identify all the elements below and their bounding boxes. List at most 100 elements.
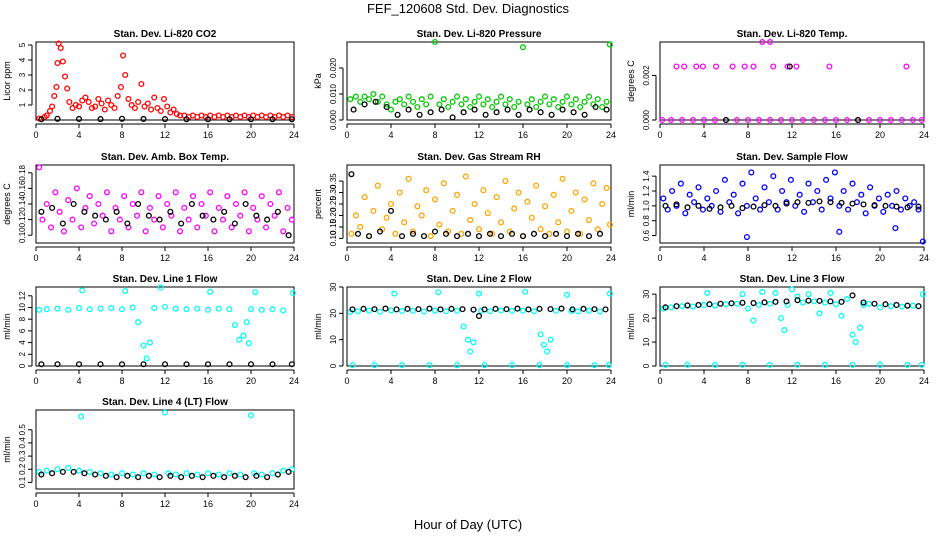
data-point [435,289,442,296]
data-point [816,297,823,304]
x-tick-label: 16 [831,376,841,386]
chart-panel-3: Stan. Dev. Li-820 Temp. degrees C 0 4 8 12 16 2… [626,29,929,140]
x-tick-label: 4 [76,253,81,263]
data-point [537,226,544,233]
y-tick-label: 0.35 [329,173,338,189]
y-tick-label: 2 [18,87,27,92]
chart-title: Stan. Dev. Amb. Box Temp. [101,152,229,163]
y-tick-label: 20 [329,308,338,317]
data-point [585,233,593,240]
x-tick-label: 24 [606,376,616,386]
data-point [125,95,132,103]
y-tick-label: 10 [18,302,27,311]
data-point [36,306,43,313]
data-point [750,299,757,307]
data-point [361,101,368,108]
data-point [827,199,834,206]
data-point [449,207,456,214]
chart-title: Stan. Dev. Li-820 Temp. [737,29,848,40]
data-point [606,41,613,48]
data-point [113,474,120,481]
data-point [739,291,746,298]
data-point [603,106,610,113]
data-point [348,171,355,178]
x-tick-label: 24 [289,130,299,140]
data-point [284,204,291,211]
series-1 [659,38,925,124]
data-point [436,221,443,228]
data-point [744,305,752,312]
chart-panel-9: Stan. Dev. Line 3 Flow ml/min 0 4 8 12 16 20 24 0… [626,274,929,386]
plot-frame [346,286,612,367]
data-point [82,94,89,101]
x-tick-label: 0 [33,130,38,140]
data-point [215,204,222,211]
data-point [122,71,129,79]
data-point [528,214,535,221]
data-point [39,216,46,223]
data-point [280,228,287,235]
data-point [135,319,142,326]
data-point [427,109,434,116]
data-point [108,228,115,235]
data-point [349,306,356,313]
data-point [357,223,364,230]
y-tick-label: 30 [329,282,338,291]
x-tick-label: 0 [33,253,38,263]
data-point [770,63,777,70]
data-point [882,301,889,308]
data-point [519,307,527,314]
data-point [383,101,390,108]
x-tick-label: 20 [875,130,885,140]
data-point [838,199,845,206]
data-point [252,289,259,296]
data-point [695,202,702,209]
y-tick-label: 0.20 [329,207,338,223]
data-point [124,220,131,227]
data-point [151,471,158,478]
x-tick-label: 12 [787,253,797,263]
data-point [120,52,127,59]
data-point [204,361,212,368]
data-point [497,93,505,100]
data-point [673,63,680,70]
data-point [784,63,791,70]
data-point [695,184,702,191]
y-axis-label: ml/min [626,191,636,218]
y-tick-label: 6 [18,328,27,333]
data-point [453,362,461,369]
y-tick-label: 0.000 [329,109,338,130]
data-point [852,339,859,346]
data-point [453,233,461,240]
data-point [845,206,852,213]
data-point [128,101,135,109]
data-point [876,361,884,368]
data-point [231,220,238,227]
data-point [484,210,491,217]
data-point [185,216,192,223]
data-point [280,467,287,474]
data-point [118,470,126,477]
x-tick-label: 12 [787,376,797,386]
data-point [361,194,368,201]
data-point [918,361,925,368]
data-point [387,106,395,113]
data-point [143,355,150,362]
y-tick-label: 1.0 [642,200,651,212]
data-point [526,106,533,113]
series-2 [349,305,609,320]
data-point [662,361,669,368]
data-point [884,191,891,198]
data-point [591,306,598,313]
data-point [511,103,518,111]
data-point [86,306,93,313]
data-point [449,98,456,105]
data-point [772,298,779,305]
data-point [242,474,249,481]
data-point [827,195,834,202]
data-point [840,187,847,195]
data-point [897,206,904,213]
data-point [204,116,212,123]
data-point [122,288,129,295]
